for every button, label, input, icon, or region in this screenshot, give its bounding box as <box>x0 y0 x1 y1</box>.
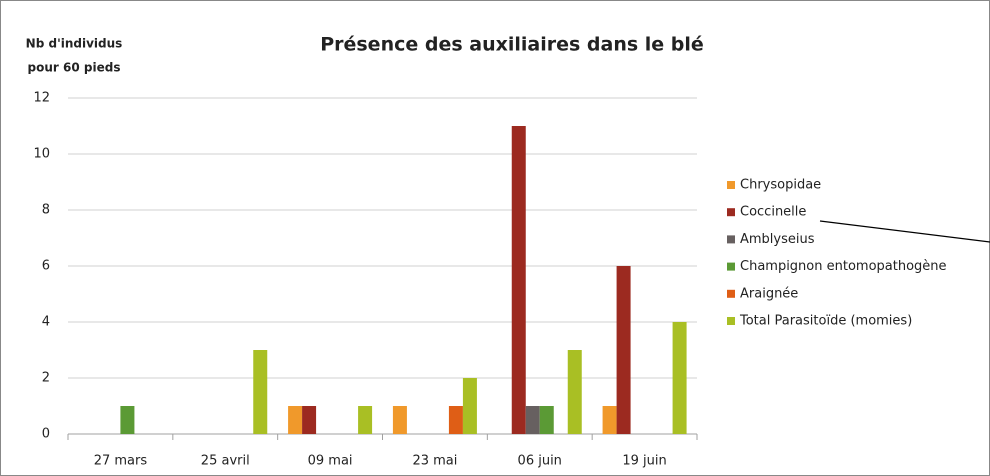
bar <box>672 322 687 434</box>
annotation-line <box>819 220 990 243</box>
bar <box>525 406 540 434</box>
legend-swatch <box>727 181 735 189</box>
y-tick-label: 2 <box>42 371 50 386</box>
bar <box>358 406 373 434</box>
y-tick-label: 6 <box>42 259 50 274</box>
y-tick-label: 0 <box>42 427 50 442</box>
y-tick-label: 4 <box>42 315 50 330</box>
y-tick-label: 8 <box>42 203 50 218</box>
bar <box>392 406 407 434</box>
bar <box>567 350 582 434</box>
legend-label: Coccinelle <box>740 205 806 220</box>
bar <box>511 126 526 434</box>
y-tick-label: 12 <box>33 91 50 106</box>
x-tick-label: 19 juin <box>622 454 666 469</box>
x-tick-label: 06 juin <box>518 454 562 469</box>
x-tick-label: 09 mai <box>308 454 353 469</box>
bar <box>288 406 303 434</box>
legend-swatch <box>727 317 735 325</box>
x-tick-label: 23 mai <box>412 454 457 469</box>
bar <box>602 406 617 434</box>
bar <box>302 406 317 434</box>
legend-swatch <box>727 208 735 217</box>
bar <box>120 406 135 434</box>
y-axis-label: pour 60 pieds <box>28 61 121 75</box>
legend-swatch <box>727 235 735 244</box>
legend-label: Araignée <box>740 286 798 301</box>
legend-swatch <box>727 262 735 271</box>
legend-label: Champignon entomopathogène <box>740 259 947 274</box>
legend-label: Chrysopidae <box>740 178 821 193</box>
legend-label: Total Parasitoïde (momies) <box>739 314 912 329</box>
bar <box>253 350 268 434</box>
x-tick-label: 25 avril <box>201 454 250 469</box>
bar <box>616 266 631 434</box>
bar <box>462 378 477 434</box>
legend-label: Amblyseius <box>740 232 815 247</box>
y-axis-label: Nb d'individus <box>26 37 123 51</box>
chart-title: Présence des auxiliaires dans le blé <box>320 34 704 56</box>
x-tick-label: 27 mars <box>94 454 148 469</box>
legend-swatch <box>727 289 735 298</box>
bar <box>448 406 463 434</box>
y-tick-label: 10 <box>33 147 50 162</box>
bar <box>539 406 554 434</box>
